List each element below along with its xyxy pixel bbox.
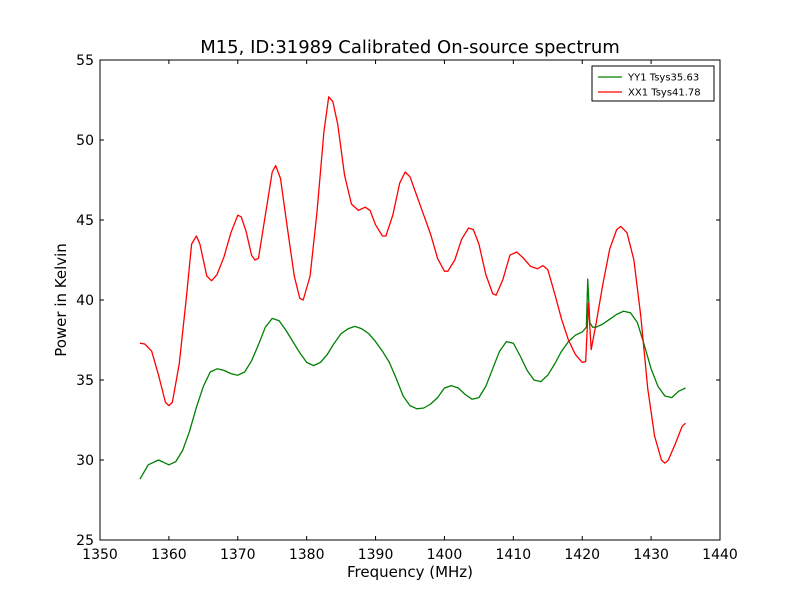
y-tick-label: 55 <box>76 53 94 69</box>
x-tick-label: 1390 <box>358 547 394 563</box>
x-tick-label: 1370 <box>220 547 256 563</box>
x-tick-label: 1420 <box>564 547 600 563</box>
series-line-2 <box>139 96 687 464</box>
x-axis-label: Frequency (MHz) <box>347 563 473 581</box>
axes: 1350 1360 1370 1380 1390 1400 1410 1420 1430 1440… <box>76 53 738 563</box>
y-tick-label: 30 <box>76 453 94 469</box>
x-tick-label: 1440 <box>702 547 738 563</box>
legend-label-1: YY1 Tsys35.63 <box>627 73 699 84</box>
x-tick-label: 1400 <box>427 547 463 563</box>
legend-box <box>591 65 715 102</box>
y-tick-label: 45 <box>76 213 94 229</box>
plot-area <box>139 96 687 480</box>
y-tick-label: 25 <box>76 533 94 549</box>
x-tick-label: 1350 <box>82 547 118 563</box>
chart-title: M15, ID:31989 Calibrated On-source spect… <box>200 37 620 58</box>
y-tick-label: 40 <box>76 293 94 309</box>
x-tick-label: 1360 <box>151 547 187 563</box>
plot-frame <box>99 59 721 541</box>
legend: YY1 Tsys35.63 XX1 Tsys41.78 <box>591 65 715 102</box>
y-tick-label: 50 <box>76 133 94 149</box>
x-tick-label: 1380 <box>289 547 325 563</box>
y-tick-label: 35 <box>76 373 94 389</box>
series-line-1 <box>139 278 686 480</box>
y-axis-label: Power in Kelvin <box>52 243 70 357</box>
x-tick-label: 1430 <box>633 547 669 563</box>
legend-label-2: XX1 Tsys41.78 <box>628 88 701 99</box>
x-tick-label: 1410 <box>496 547 532 563</box>
